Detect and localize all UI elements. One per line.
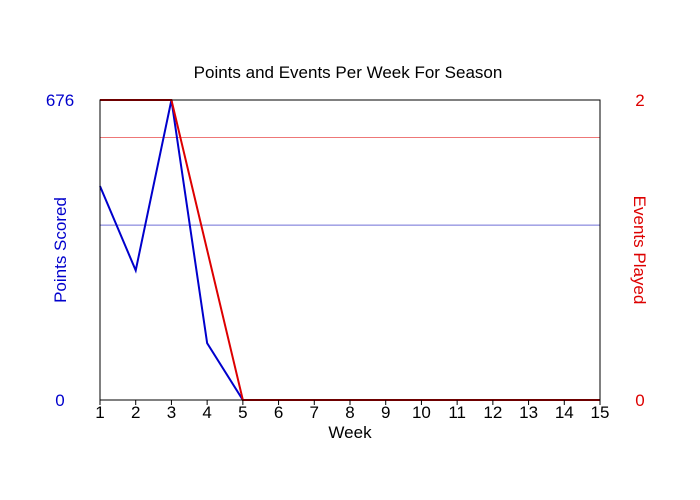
x-tick-label: 8 <box>345 403 354 422</box>
x-tick-label: 9 <box>381 403 390 422</box>
x-tick-label: 14 <box>555 403 574 422</box>
x-axis-label: Week <box>328 423 372 442</box>
y-right-tick-min: 0 <box>635 391 644 410</box>
x-axis-ticks: 1 2 3 4 5 6 7 8 9 10 11 12 13 14 15 <box>95 400 609 422</box>
y-right-tick-max: 2 <box>635 91 644 110</box>
x-tick-label: 13 <box>519 403 538 422</box>
chart-title: Points and Events Per Week For Season <box>194 63 503 82</box>
x-tick-label: 2 <box>131 403 140 422</box>
x-tick-label: 15 <box>591 403 610 422</box>
x-tick-label: 3 <box>167 403 176 422</box>
y-left-tick-min: 0 <box>55 391 64 410</box>
x-tick-label: 12 <box>483 403 502 422</box>
y-left-axis-label: Points Scored <box>51 197 70 303</box>
y-left-tick-max: 676 <box>46 91 74 110</box>
y-right-axis-label: Events Played <box>630 196 649 305</box>
x-tick-label: 1 <box>95 403 104 422</box>
x-tick-label: 11 <box>448 403 466 422</box>
x-tick-label: 4 <box>202 403 211 422</box>
reference-lines <box>100 137 600 226</box>
x-tick-label: 10 <box>412 403 431 422</box>
x-tick-label: 6 <box>274 403 283 422</box>
x-tick-label: 7 <box>310 403 319 422</box>
x-tick-label: 5 <box>238 403 247 422</box>
